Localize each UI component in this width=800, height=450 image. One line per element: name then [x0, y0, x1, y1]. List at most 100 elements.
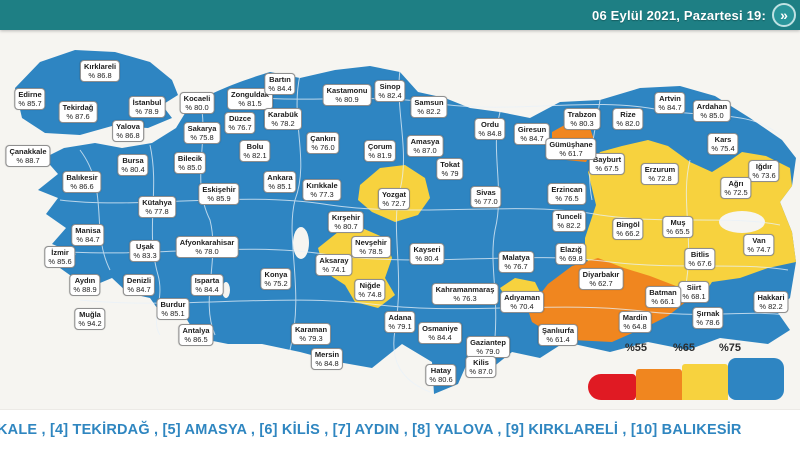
province-value: % 79.3 — [299, 334, 323, 343]
province-label: Karaman % 79.3 — [290, 323, 332, 345]
province-value: % 61.7 — [559, 149, 583, 158]
province-name: Giresun — [517, 125, 547, 134]
province-name: Kırıkkale — [306, 181, 338, 190]
province-value: % 84.4 — [268, 84, 292, 93]
province-value: % 84.7 — [520, 134, 544, 143]
province-name: Diyarbakır — [582, 270, 620, 279]
province-value: % 84.8 — [315, 359, 339, 368]
province-label: Batman % 66.1 — [645, 286, 681, 308]
province-name: Aksaray — [319, 256, 349, 265]
province-name: Ağrı — [728, 179, 744, 188]
province-label: Zonguldak % 81.5 — [227, 88, 273, 110]
province-value: % 77.3 — [310, 190, 334, 199]
province-label: Çankırı % 76.0 — [306, 132, 340, 154]
province-label: Aksaray % 74.1 — [315, 254, 353, 276]
province-value: % 79 — [441, 169, 459, 178]
province-label: Kilis % 87.0 — [465, 356, 497, 378]
province-name: Amasya — [410, 137, 440, 146]
province-label: Konya % 75.2 — [260, 268, 292, 290]
province-name: Antalya — [182, 326, 210, 335]
province-label: Bitlis % 67.6 — [684, 248, 716, 270]
province-value: % 88.9 — [73, 285, 97, 294]
province-label: Iğdır % 73.6 — [748, 160, 780, 182]
province-label: Uşak % 83.3 — [129, 240, 161, 262]
province-label: Giresun % 84.7 — [513, 123, 551, 145]
province-value: % 82.4 — [378, 91, 402, 100]
province-label: Tokat % 79 — [436, 158, 464, 180]
province-name: Kütahya — [142, 198, 172, 207]
province-label: Bartın % 84.4 — [264, 73, 296, 95]
legend-label-55: %55 — [624, 342, 648, 354]
province-name: Isparta — [194, 276, 220, 285]
date-text: 06 Eylül 2021, Pazartesi 19: — [592, 7, 766, 23]
province-name: Çanakkale — [9, 147, 47, 156]
turkey-vaccination-map: Edirne % 85.7 Kırklareli % 86.8 Tekirdağ… — [0, 30, 800, 410]
province-label: Bolu % 82.1 — [239, 140, 271, 162]
province-label: Çanakkale % 88.7 — [5, 145, 51, 167]
province-name: Niğde — [359, 281, 381, 290]
province-value: % 85.1 — [268, 182, 292, 191]
province-name: Ardahan — [696, 102, 728, 111]
province-label: Edirne % 85.7 — [14, 88, 46, 110]
province-name: Çorum — [367, 142, 393, 151]
chevron-next-icon[interactable]: » — [772, 3, 796, 27]
province-name: Batman — [649, 288, 677, 297]
province-name: Iğdır — [755, 162, 773, 171]
province-value: % 77.8 — [145, 207, 169, 216]
province-value: % 67.5 — [595, 164, 619, 173]
province-name: Ankara — [267, 173, 293, 182]
province-label: Bingöl % 66.2 — [612, 218, 644, 240]
province-name: Adıyaman — [504, 293, 540, 302]
province-label: Kayseri % 80.4 — [409, 243, 445, 265]
province-name: Bayburt — [592, 155, 622, 164]
province-name: Bilecik — [177, 154, 203, 163]
province-label: Kastamonu % 80.9 — [322, 84, 372, 106]
province-name: Aydın — [74, 276, 96, 285]
province-label: Amasya % 87.0 — [406, 135, 444, 157]
province-label: Niğde % 74.8 — [354, 279, 386, 301]
province-name: Edirne — [18, 90, 42, 99]
province-label: Kahramanmaraş % 76.3 — [431, 283, 499, 305]
province-name: Kahramanmaraş — [435, 285, 495, 294]
province-value: % 62.7 — [589, 279, 613, 288]
ranking-text: KALE , [4] TEKİRDAĞ , [5] AMASYA , [6] K… — [0, 422, 742, 438]
province-label: Nevşehir % 78.5 — [351, 236, 391, 258]
province-name: Mersin — [314, 350, 340, 359]
province-label: Malatya % 76.7 — [498, 251, 534, 273]
province-label: Adana % 79.1 — [384, 311, 416, 333]
province-label: Isparta % 84.4 — [190, 274, 224, 296]
province-label: Trabzon % 80.3 — [563, 108, 601, 130]
province-name: Elazığ — [560, 245, 582, 254]
province-label: Diyarbakır % 62.7 — [578, 268, 624, 290]
province-label: Samsun % 82.2 — [410, 96, 448, 118]
province-label: Hatay % 80.6 — [425, 364, 457, 386]
legend-segment-blue — [728, 358, 784, 400]
province-label: Ağrı % 72.5 — [720, 177, 752, 199]
province-value: % 78.2 — [271, 119, 295, 128]
province-label: Bursa % 80.4 — [117, 154, 149, 176]
province-value: % 82.1 — [243, 151, 267, 160]
province-label: Kırşehir % 80.7 — [327, 211, 365, 233]
province-label: Şanlıurfa % 61.4 — [537, 324, 579, 346]
province-name: Sakarya — [187, 124, 217, 133]
province-value: % 79.0 — [476, 347, 500, 356]
province-value: % 80.9 — [335, 95, 359, 104]
province-value: % 87.6 — [66, 112, 90, 121]
province-value: % 85.0 — [700, 111, 724, 120]
province-value: % 82.2 — [759, 302, 783, 311]
province-value: % 76.5 — [555, 194, 579, 203]
province-value: % 80.4 — [415, 254, 439, 263]
province-name: Erzurum — [644, 165, 676, 174]
province-label: Yalova % 86.8 — [112, 120, 144, 142]
province-label: Siirt % 68.1 — [678, 281, 710, 303]
province-name: Mardin — [622, 313, 648, 322]
province-name: Yalova — [116, 122, 140, 131]
province-name: Konya — [264, 270, 288, 279]
province-name: Ordu — [481, 120, 499, 129]
province-value: % 94.2 — [78, 319, 102, 328]
province-value: % 84.4 — [428, 333, 452, 342]
province-value: % 86.6 — [70, 182, 94, 191]
province-value: % 70.4 — [510, 302, 534, 311]
province-value: % 76.7 — [504, 262, 528, 271]
